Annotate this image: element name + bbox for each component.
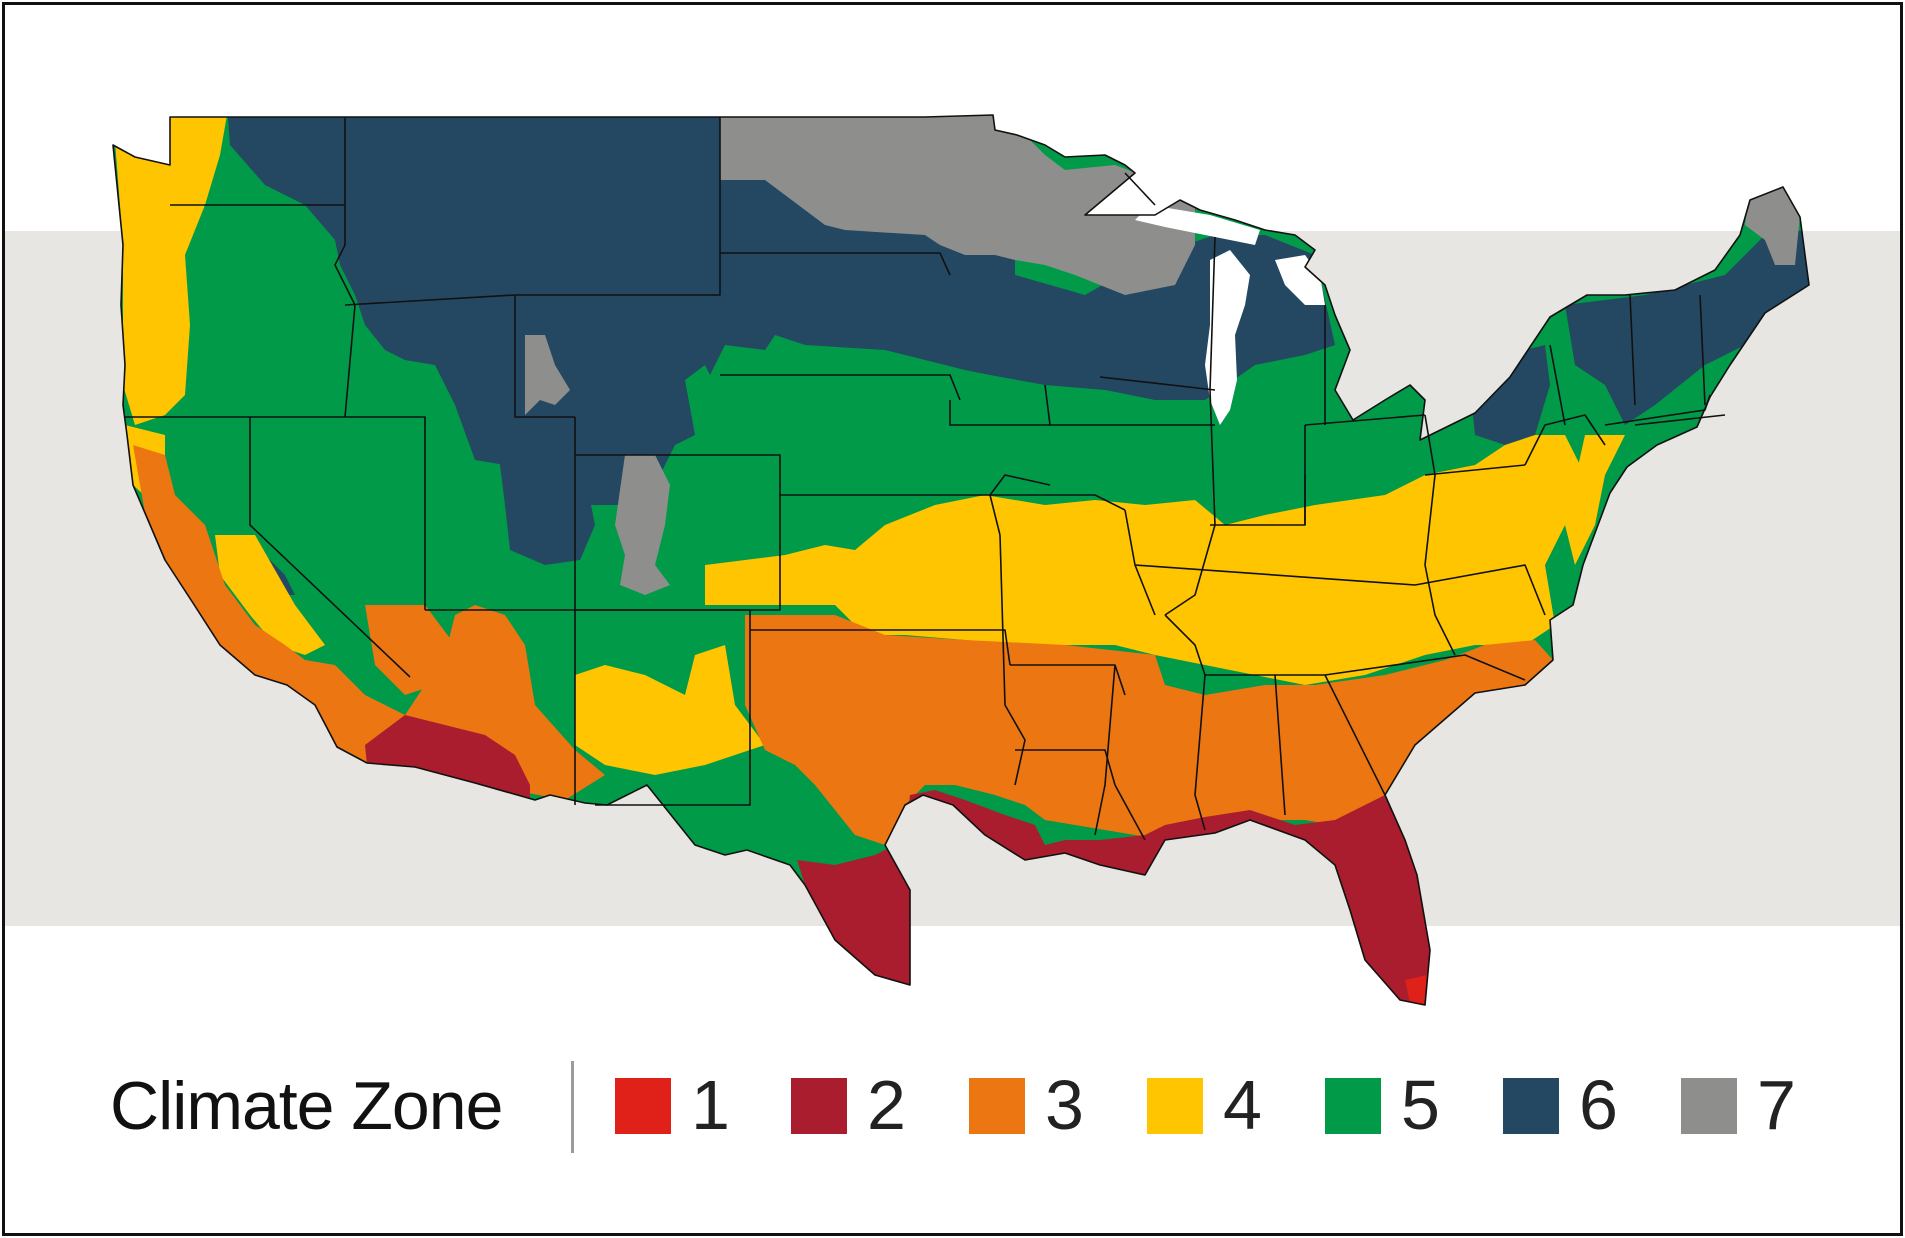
legend-swatch-zone-5 bbox=[1325, 1078, 1381, 1134]
zone-4-region bbox=[705, 435, 1585, 685]
legend-swatch-zone-2 bbox=[791, 1078, 847, 1134]
zone-2-region bbox=[365, 715, 530, 805]
legend-label-zone-6: 6 bbox=[1579, 1066, 1618, 1144]
legend-divider bbox=[571, 1061, 574, 1153]
legend-swatch-zone-3 bbox=[969, 1078, 1025, 1134]
zone-3-region bbox=[365, 605, 455, 695]
great-lakes bbox=[1205, 250, 1250, 425]
legend-swatch-zone-6 bbox=[1503, 1078, 1559, 1134]
legend-swatch-zone-4 bbox=[1147, 1078, 1203, 1134]
legend-swatch-zone-1 bbox=[615, 1078, 671, 1134]
zone-4-region bbox=[113, 115, 227, 425]
us-climate-zone-map bbox=[112, 114, 1810, 1006]
state-borders bbox=[112, 114, 1810, 1006]
legend: Climate Zone 1 2 3 4 5 6 7 bbox=[5, 1053, 1900, 1163]
great-lakes bbox=[1135, 205, 1260, 245]
zone-1-region bbox=[1405, 975, 1430, 1005]
zone-3-region bbox=[133, 445, 605, 800]
zone-7-region bbox=[525, 335, 570, 415]
zone-4-region bbox=[1565, 435, 1625, 565]
legend-swatch-zone-7 bbox=[1681, 1078, 1737, 1134]
zone-4-region bbox=[1565, 685, 1635, 745]
zone-6-region bbox=[495, 425, 595, 565]
legend-label-zone-4: 4 bbox=[1223, 1066, 1262, 1144]
zone-4-region bbox=[575, 645, 765, 775]
legend-label-zone-3: 3 bbox=[1045, 1066, 1084, 1144]
zone-4-region bbox=[215, 535, 325, 655]
zone-2-region bbox=[797, 790, 1430, 1005]
legend-title: Climate Zone bbox=[110, 1068, 503, 1144]
zone-7-region bbox=[720, 115, 1195, 295]
zone-6-region bbox=[1565, 230, 1809, 425]
zone-3-region bbox=[745, 615, 1553, 845]
zone-7-region bbox=[615, 455, 670, 595]
zone-7-region bbox=[1745, 185, 1800, 265]
legend-label-zone-7: 7 bbox=[1757, 1066, 1796, 1144]
legend-label-zone-2: 2 bbox=[867, 1066, 906, 1144]
legend-label-zone-5: 5 bbox=[1401, 1066, 1440, 1144]
zone-6-region bbox=[227, 115, 1335, 505]
legend-label-zone-1: 1 bbox=[691, 1066, 730, 1144]
